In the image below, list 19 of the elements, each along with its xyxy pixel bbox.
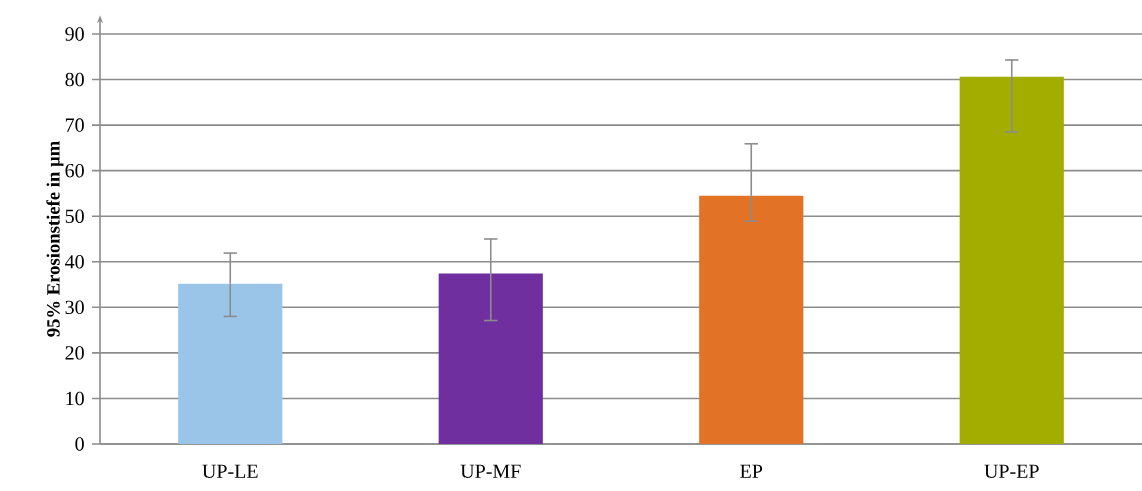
y-tick-label: 40 [65,255,84,269]
y-axis-title: 95% Erosionstiefe in µm [46,141,64,337]
y-tick-label: 10 [66,391,84,406]
y-tick-label: 80 [65,72,84,87]
y-tick-label: 90 [65,27,84,41]
y-tick-label: 60 [65,163,84,178]
y-tick-label: 0 [75,437,84,451]
bar [438,273,543,444]
bar [178,283,283,444]
bar [959,76,1064,444]
bar [699,195,804,444]
x-tick-label: UP-EP [984,464,1039,478]
y-tick-label: 20 [65,346,84,360]
x-tick-label: UP-MF [460,464,521,478]
y-tick-label: 70 [65,118,84,132]
x-tick-label: UP-LE [202,464,258,478]
y-tick-label: 30 [65,300,84,315]
y-tick-label: 50 [65,209,84,223]
x-tick-label: EP [740,464,763,478]
